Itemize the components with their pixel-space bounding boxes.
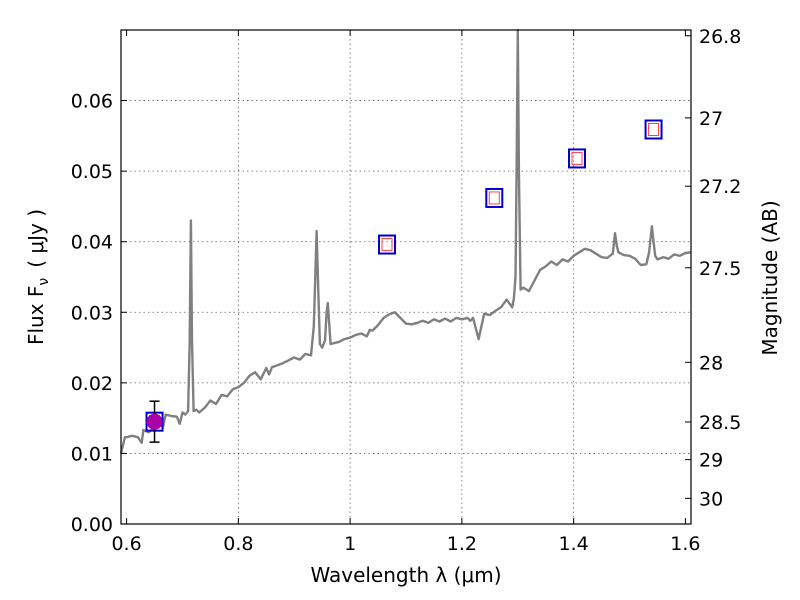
x-axis-label: Wavelength λ (μm) <box>310 563 501 587</box>
right-tick-label: 27 <box>699 108 723 130</box>
x-tick-label: 0.8 <box>223 533 253 555</box>
right-tick-label: 27.5 <box>699 258 741 280</box>
observed-point <box>146 413 163 430</box>
y-tick-label: 0.04 <box>71 232 113 254</box>
right-tick-label: 28 <box>699 352 723 374</box>
x-tick-label: 1.6 <box>670 533 700 555</box>
spectrum-line <box>119 28 692 454</box>
y-tick-label: 0.00 <box>71 514 113 536</box>
model-square-marker <box>568 148 586 169</box>
y-tick-label: 0.03 <box>71 302 113 324</box>
model-inner-square <box>381 238 393 252</box>
model-inner-square <box>488 191 500 205</box>
right-tick-label: 27.2 <box>699 176 741 198</box>
y-axis-label-subscript: ν <box>36 278 52 286</box>
right-axis-label: Magnitude (AB) <box>758 200 782 355</box>
x-tick-label: 0.6 <box>111 533 141 555</box>
y-tick-label: 0.06 <box>71 91 113 113</box>
model-inner-square <box>648 123 660 137</box>
grid-lines <box>121 30 691 524</box>
y-tick-label: 0.01 <box>71 443 113 465</box>
y-axis-label-unit: ( μJy ) <box>24 209 48 268</box>
y-axis-label: Flux Fν ( μJy ) <box>24 209 52 345</box>
y-tick-label: 0.02 <box>71 373 113 395</box>
model-inner-square <box>571 151 583 165</box>
data-markers <box>145 119 663 443</box>
model-square-marker <box>644 119 663 140</box>
model-square-marker <box>378 234 396 255</box>
right-tick-label: 30 <box>699 488 723 510</box>
x-tick-label: 1.2 <box>447 533 477 555</box>
right-tick-label: 28.5 <box>699 412 741 434</box>
right-tick-label: 26.8 <box>699 26 741 48</box>
x-tick-label: 1.4 <box>559 533 589 555</box>
y-axis-label-main: Flux F <box>24 286 48 345</box>
plot-frame <box>120 29 692 525</box>
right-tick-label: 29 <box>699 450 723 472</box>
model-square-marker <box>485 187 504 208</box>
axis-ticks: 0.6 0.8 1 1.2 1.4 1.6 0.00 0.01 0.02 0.03 0.04 0.05… <box>71 26 742 555</box>
y-tick-label: 0.05 <box>71 161 113 183</box>
x-tick-label: 1 <box>344 533 356 555</box>
